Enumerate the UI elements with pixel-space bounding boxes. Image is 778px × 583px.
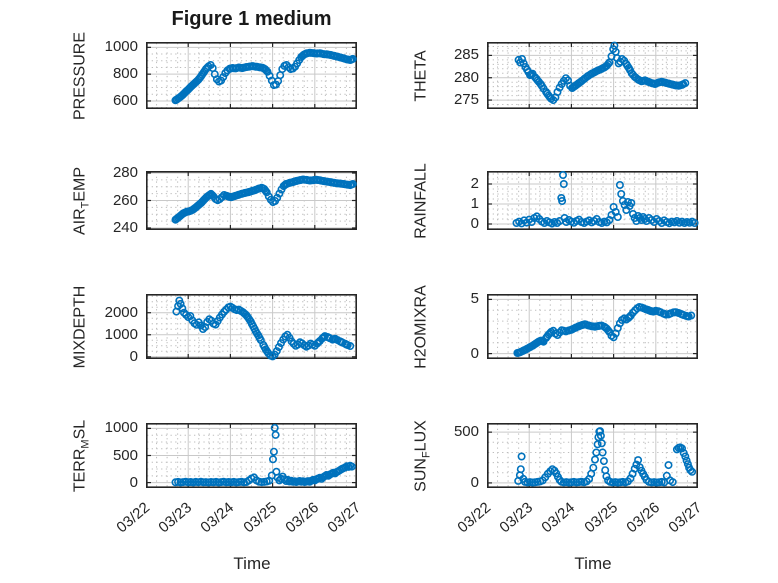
- y-tick-label: 280: [112, 164, 138, 182]
- subplot-rainfall: [487, 170, 699, 231]
- x-tick-label: 03/22: [454, 499, 495, 537]
- x-axis-label-right: Time: [574, 554, 612, 573]
- x-tick-label: 03/23: [496, 499, 537, 537]
- y-tick-label: 260: [112, 191, 138, 209]
- y-tick-label: 500: [453, 423, 479, 441]
- plot-area-air_temp: [146, 171, 357, 231]
- y-axis-label-text: AIR: [71, 207, 88, 235]
- figure-title: Figure 1 medium: [171, 8, 332, 30]
- y-axis-label-text: RAINFALL: [412, 162, 429, 239]
- x-tick-label: 03/22: [113, 499, 154, 537]
- x-tick-label: 03/25: [240, 499, 280, 537]
- y-tick-label: 600: [112, 91, 138, 109]
- scatter-series-mixdepth: [172, 296, 355, 361]
- subplot-pressure: [146, 42, 357, 110]
- y-axis-label-text: TERR: [71, 448, 88, 492]
- x-tick-label: 03/23: [155, 499, 196, 537]
- plot-area-h2omixra: [487, 294, 698, 360]
- y-axis-label-text: PRESSURE: [71, 31, 88, 120]
- y-tick-label: 500: [112, 446, 138, 464]
- y-axis-label-text: MIXDEPTH: [71, 285, 88, 368]
- x-axis-label-left: Time: [233, 554, 271, 573]
- subplot-sun_flux: [487, 423, 698, 489]
- x-tick-label: 03/27: [665, 499, 706, 537]
- plot-area-pressure: [146, 42, 357, 110]
- y-tick-label: 2: [470, 175, 479, 192]
- subplot-theta: [487, 41, 698, 110]
- y-tick-label: 1: [470, 195, 479, 212]
- scatter-series-theta: [514, 41, 690, 105]
- plot-area-theta: [487, 41, 698, 110]
- y-tick-label: 1000: [104, 38, 138, 56]
- y-tick-label: 2000: [104, 303, 138, 321]
- x-tick-label: 03/24: [538, 499, 579, 537]
- plot-area-mixdepth: [146, 294, 357, 361]
- scatter-series-rainfall: [512, 170, 699, 228]
- y-axis-label-text: SL: [71, 419, 88, 439]
- y-tick-label: 280: [453, 68, 479, 86]
- y-axis-label-text: H2OMIXRA: [412, 284, 429, 369]
- subplot-air_temp: [146, 171, 357, 231]
- x-tick-label: 03/26: [623, 499, 663, 537]
- scatter-series-h2omixra: [513, 303, 696, 357]
- y-axis-label-subscript: F: [420, 450, 433, 458]
- y-tick-label: 0: [470, 344, 479, 362]
- y-axis-label-h2omixra: H2OMIXRA: [410, 272, 432, 381]
- plot-area-terr_msl: [146, 423, 357, 489]
- y-tick-label: 275: [453, 91, 479, 109]
- y-tick-label: 0: [470, 215, 479, 232]
- subplot-mixdepth: [146, 294, 357, 361]
- scatter-series-pressure: [171, 48, 357, 105]
- y-axis-label-text: LUX: [412, 419, 429, 451]
- scatter-series-terr_msl: [171, 423, 356, 487]
- plot-area-rainfall: [487, 170, 699, 231]
- y-tick-label: 240: [112, 218, 138, 236]
- y-tick-label: 0: [129, 347, 138, 365]
- y-axis-label-text: EMP: [71, 166, 88, 202]
- y-axis-label-text: SUN: [412, 457, 429, 492]
- y-axis-label-sun_flux: SUNFLUX: [410, 401, 432, 510]
- x-tick-label: 03/27: [324, 499, 365, 537]
- scatter-series-sun_flux: [514, 427, 697, 487]
- y-tick-label: 800: [112, 65, 138, 83]
- y-tick-label: 0: [129, 473, 138, 491]
- y-tick-label: 1000: [104, 325, 138, 343]
- subplot-terr_msl: [146, 423, 357, 489]
- y-tick-label: 0: [470, 473, 479, 491]
- y-tick-label: 1000: [104, 419, 138, 437]
- y-tick-label: 5: [470, 290, 479, 308]
- plot-area-sun_flux: [487, 423, 698, 489]
- x-tick-label: 03/24: [197, 499, 238, 537]
- scatter-series-air_temp: [171, 175, 357, 224]
- x-tick-label: 03/26: [282, 499, 322, 537]
- subplot-h2omixra: [487, 294, 698, 360]
- y-tick-label: 285: [453, 46, 479, 64]
- y-axis-label-text: THETA: [412, 49, 429, 102]
- x-tick-label: 03/25: [581, 499, 621, 537]
